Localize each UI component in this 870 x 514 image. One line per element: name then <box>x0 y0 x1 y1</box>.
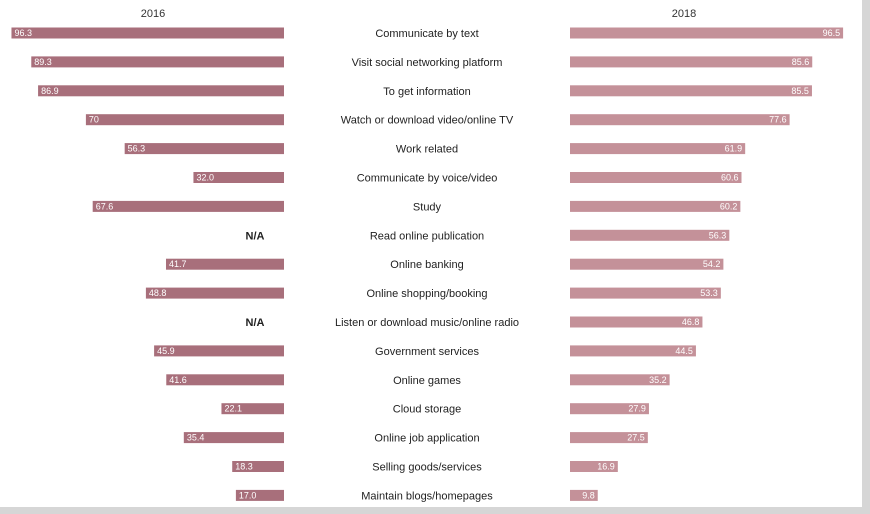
value-label-2016: 45.9 <box>157 346 175 356</box>
value-label-2018: 35.2 <box>649 375 667 385</box>
frame-shadow-right <box>862 0 870 514</box>
na-label-2016: N/A <box>246 317 265 329</box>
bar-2018 <box>570 374 670 386</box>
value-label-2016: 86.9 <box>41 86 59 96</box>
bar-2016 <box>145 287 284 299</box>
value-label-2018: 44.5 <box>675 346 693 356</box>
bar-2018 <box>570 27 844 39</box>
bar-2018 <box>570 85 812 97</box>
value-label-2018: 85.5 <box>791 86 809 96</box>
bar-2016 <box>85 114 285 126</box>
bar-2016 <box>165 258 284 270</box>
value-label-2016: 32.0 <box>196 173 214 183</box>
category-label: To get information <box>383 86 470 98</box>
value-label-2016: 35.4 <box>187 433 205 443</box>
category-label: Online job application <box>374 433 479 445</box>
bar-2018 <box>570 287 721 299</box>
value-label-2018: 77.6 <box>769 115 787 125</box>
chart-frame <box>0 0 862 507</box>
bar-2016 <box>166 374 284 386</box>
bar-2018 <box>570 229 730 241</box>
value-label-2018: 61.9 <box>725 144 743 154</box>
value-label-2016: 96.3 <box>14 28 32 38</box>
value-label-2016: 41.7 <box>169 259 187 269</box>
bar-2018 <box>570 200 741 212</box>
category-label: Communicate by text <box>375 28 478 40</box>
bar-2016 <box>232 461 284 472</box>
bar-2016 <box>235 489 284 501</box>
value-label-2016: 48.8 <box>149 288 167 298</box>
bar-2016 <box>11 27 284 39</box>
bar-2016 <box>31 56 284 68</box>
value-label-2016: 41.6 <box>169 375 187 385</box>
bar-2018 <box>570 345 696 357</box>
bar-2016 <box>92 200 284 212</box>
category-label: Visit social networking platform <box>352 57 503 69</box>
value-label-2016: 17.0 <box>239 490 257 500</box>
bar-2018 <box>570 172 742 183</box>
category-label: Communicate by voice/video <box>357 173 498 185</box>
value-label-2016: 56.3 <box>128 144 146 154</box>
value-label-2018: 60.2 <box>720 201 738 211</box>
category-label: Maintain blogs/homepages <box>361 490 493 502</box>
value-label-2016: 18.3 <box>235 462 253 472</box>
value-label-2018: 54.2 <box>703 259 721 269</box>
category-label: Selling goods/services <box>372 462 482 474</box>
bar-2016 <box>193 172 284 183</box>
bar-2016 <box>124 143 285 155</box>
bar-2018 <box>570 143 746 155</box>
category-label: Online shopping/booking <box>366 288 487 300</box>
value-label-2018: 27.5 <box>627 433 645 443</box>
bar-2018 <box>570 403 649 415</box>
value-label-2016: 22.1 <box>224 404 242 414</box>
bar-2016 <box>38 85 284 97</box>
series-title-2018: 2018 <box>672 8 696 20</box>
value-label-2016: 67.6 <box>96 201 114 211</box>
na-label-2016: N/A <box>246 230 265 242</box>
bar-2016 <box>154 345 284 357</box>
category-label: Cloud storage <box>393 404 462 416</box>
category-label: Work related <box>396 144 458 156</box>
bar-2018 <box>570 461 618 472</box>
bar-2016 <box>183 432 284 444</box>
bar-2018 <box>570 316 703 328</box>
value-label-2018: 53.3 <box>700 288 718 298</box>
category-label: Online games <box>393 375 461 387</box>
chart-rows: Communicate by text 96.3 96.5 Visit social … <box>11 27 844 502</box>
value-label-2016: 70 <box>89 115 99 125</box>
category-label: Listen or download music/online radio <box>335 317 519 329</box>
bar-2018 <box>570 489 598 501</box>
value-label-2018: 9.8 <box>582 490 595 500</box>
value-label-2018: 96.5 <box>823 28 841 38</box>
series-title-2016: 2016 <box>141 8 165 20</box>
bar-2018 <box>570 258 724 270</box>
category-label: Online banking <box>390 259 463 271</box>
bar-2018 <box>570 432 648 444</box>
value-label-2018: 27.9 <box>628 404 646 414</box>
category-label: Watch or download video/online TV <box>341 115 514 127</box>
frame-shadow-bottom <box>0 507 870 514</box>
bar-2018 <box>570 56 813 68</box>
bar-2016 <box>221 403 284 415</box>
category-label: Read online publication <box>370 230 484 242</box>
value-label-2018: 16.9 <box>597 462 615 472</box>
value-label-2018: 60.6 <box>721 173 739 183</box>
value-label-2018: 85.6 <box>792 57 810 67</box>
value-label-2018: 46.8 <box>682 317 700 327</box>
value-label-2016: 89.3 <box>34 57 52 67</box>
category-label: Study <box>413 201 442 213</box>
category-label: Government services <box>375 346 479 358</box>
value-label-2018: 56.3 <box>709 230 727 240</box>
bar-2018 <box>570 114 790 126</box>
